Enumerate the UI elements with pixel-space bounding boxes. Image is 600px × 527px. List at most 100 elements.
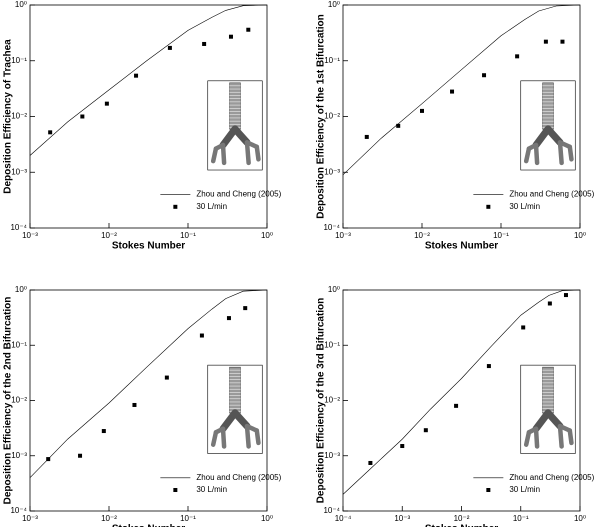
x-axis-label: Stokes Number	[112, 241, 185, 252]
legend-label: 30 L/min	[196, 485, 227, 494]
y-axis-label: Deposition Efficiency of Trachea	[3, 39, 14, 194]
legend-marker	[173, 204, 178, 209]
y-tick-label: 10⁻²	[11, 112, 27, 121]
y-tick-label: 10⁰	[328, 285, 340, 294]
y-tick-label: 10⁻⁴	[323, 506, 340, 515]
data-point	[199, 333, 204, 338]
airway-branch	[254, 428, 261, 446]
airway-branch	[210, 430, 219, 447]
reference-curve	[342, 289, 581, 495]
legend-label: 30 L/min	[509, 202, 540, 211]
legend-marker	[486, 204, 491, 209]
data-point	[104, 101, 109, 106]
data-point	[132, 402, 137, 407]
data-point	[202, 41, 207, 46]
y-tick-label: 10⁻¹	[11, 340, 27, 349]
airway-branch	[567, 144, 574, 162]
data-point	[400, 444, 405, 449]
data-point	[454, 403, 459, 408]
y-tick-label: 10⁻²	[11, 396, 27, 405]
data-point	[563, 293, 568, 298]
airway-branch	[567, 428, 574, 446]
legend-marker	[173, 488, 178, 493]
airway-branch	[220, 426, 227, 449]
y-tick-label: 10⁻⁴	[323, 223, 340, 232]
y-tick-label: 10⁻⁴	[10, 506, 27, 515]
data-point	[134, 73, 139, 78]
airway-branch	[244, 423, 251, 449]
data-point	[482, 73, 487, 78]
trachea	[542, 82, 554, 130]
data-point	[167, 45, 172, 50]
x-tick-label: 10⁻²	[414, 231, 430, 240]
trachea	[542, 366, 554, 414]
data-point	[101, 429, 106, 434]
airway-branch	[523, 146, 532, 164]
reference-curve	[29, 4, 268, 156]
legend-label: Zhou and Cheng (2005)	[196, 473, 281, 482]
x-tick-label: 10⁰	[574, 514, 586, 523]
data-point	[547, 301, 552, 306]
airway-branch	[533, 142, 540, 166]
legend-marker	[486, 488, 491, 493]
x-tick-label: 10⁰	[261, 514, 273, 523]
legend-label: 30 L/min	[196, 202, 227, 211]
y-tick-label: 10⁻²	[324, 396, 340, 405]
x-tick-label: 10⁻¹	[180, 231, 196, 240]
y-tick-label: 10⁻³	[11, 451, 27, 460]
x-tick-label: 10⁰	[261, 231, 273, 240]
data-point	[48, 130, 53, 135]
y-tick-label: 10⁰	[15, 0, 27, 9]
x-axis-label: Stokes Number	[112, 524, 185, 527]
airway-branch	[533, 426, 540, 449]
x-tick-label: 10⁻¹	[493, 231, 509, 240]
legend-label: 30 L/min	[509, 485, 540, 494]
x-tick-label: 10⁰	[574, 231, 586, 240]
data-point	[450, 89, 455, 94]
data-point	[486, 364, 491, 369]
y-tick-label: 10⁻⁴	[10, 223, 27, 232]
x-tick-label: 10⁻⁴	[335, 514, 352, 523]
airway-branch	[244, 140, 251, 166]
airway-branch	[254, 144, 261, 162]
y-tick-label: 10⁻¹	[324, 56, 340, 65]
data-point	[226, 316, 231, 321]
reference-curve	[29, 289, 268, 478]
data-point	[243, 306, 248, 311]
airway-branch	[557, 140, 564, 166]
reference-curve	[342, 4, 581, 176]
data-point	[560, 39, 565, 44]
airway-branch	[220, 142, 227, 166]
airway-branch	[544, 409, 564, 430]
data-point	[228, 34, 233, 39]
x-axis-label: Stokes Number	[425, 524, 498, 527]
legend-label: Zhou and Cheng (2005)	[196, 190, 281, 199]
airway-branch	[557, 423, 564, 449]
airway-branch	[210, 146, 219, 164]
subplot: 10⁻⁴ 10⁻³ 10⁻² 10⁻¹ 10⁰ 10⁻⁴ 10⁻³ 10⁻² 10⁻¹ 10⁰ St…	[316, 285, 595, 527]
x-tick-label: 10⁻³	[335, 231, 351, 240]
data-point	[521, 325, 526, 330]
x-tick-label: 10⁻¹	[513, 514, 529, 523]
y-axis-label: Deposition Efficiency of the 2nd Bifurca…	[3, 297, 14, 505]
y-tick-label: 10⁻³	[11, 167, 27, 176]
airway-branch	[231, 125, 251, 146]
airway-branch	[523, 430, 532, 447]
x-tick-label: 10⁻³	[22, 231, 38, 240]
data-point	[246, 27, 251, 32]
y-tick-label: 10⁰	[15, 285, 27, 294]
x-tick-label: 10⁻¹	[180, 514, 196, 523]
data-point	[396, 123, 401, 128]
data-point	[368, 460, 373, 465]
y-tick-label: 10⁻¹	[324, 340, 340, 349]
x-axis-label: Stokes Number	[425, 241, 498, 252]
airway-branch	[231, 409, 251, 430]
y-tick-label: 10⁻³	[324, 451, 340, 460]
y-tick-label: 10⁻¹	[11, 56, 27, 65]
y-axis-label: Deposition Efficiency of the 1st Bifurca…	[316, 14, 327, 218]
x-tick-label: 10⁻³	[22, 514, 38, 523]
